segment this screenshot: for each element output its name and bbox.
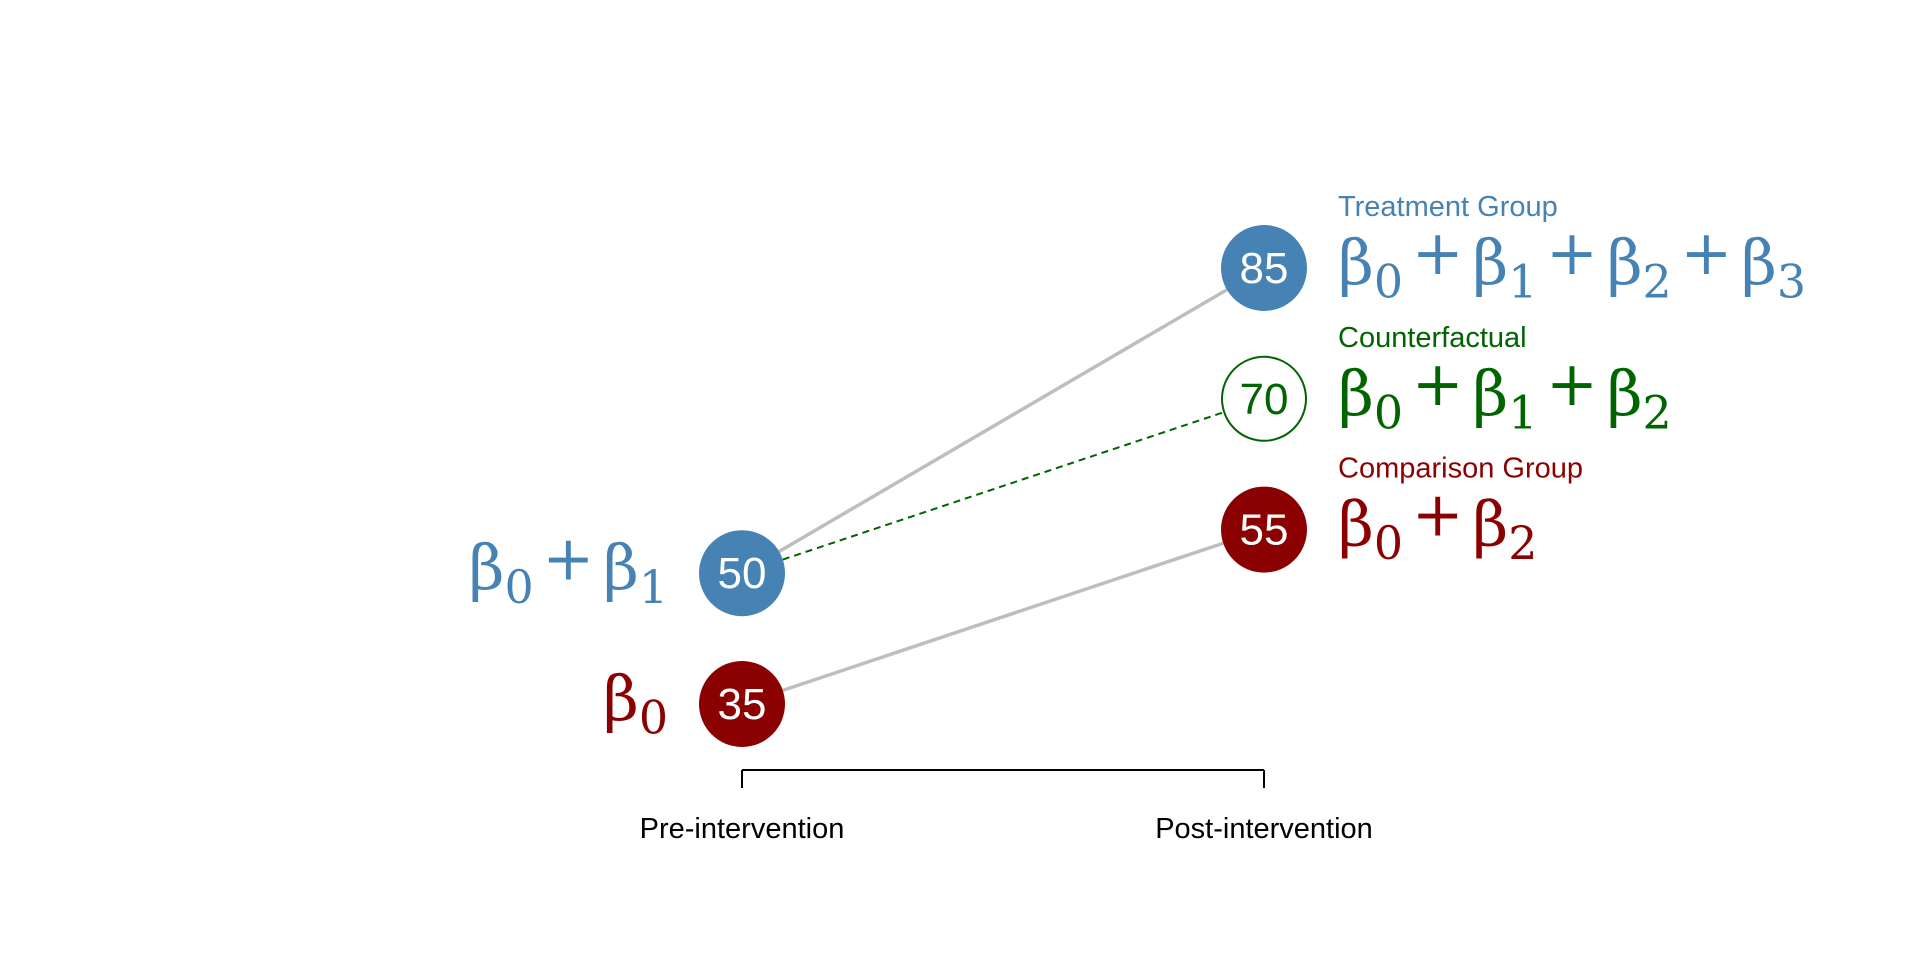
series-line-treatment-group: [778, 288, 1228, 554]
formula-post-comparison-group: β0​+β2​: [1338, 478, 1537, 571]
formula-plus: +: [1680, 216, 1732, 289]
formula-term: β: [1338, 488, 1374, 561]
formula-term: β: [1338, 357, 1374, 430]
formula-post-counterfactual: β0​+β1​+β2​: [1338, 347, 1672, 440]
formula-term: β: [1607, 226, 1643, 299]
formula-term: β: [603, 531, 639, 604]
formula-subscript: 0: [504, 560, 533, 614]
x-axis: Pre-intervention Post-intervention: [640, 769, 1373, 845]
formula-pre-treatment-group: β0​+β1​: [469, 521, 668, 614]
series-label-comparison-group: Comparison Group: [1338, 453, 1583, 485]
formula-subscript: 2: [1643, 255, 1672, 309]
formula-post-treatment-group: β0​+β1​+β2​+β3​: [1338, 216, 1806, 309]
point-value-comparison-group-post-intervention: 55: [1240, 506, 1289, 555]
series-label-counterfactual: Counterfactual: [1338, 322, 1527, 354]
formula-plus: +: [1546, 347, 1598, 420]
formula-subscript: 3: [1777, 255, 1806, 309]
series-line-counterfactual: [782, 411, 1224, 561]
formula-term: β: [469, 531, 505, 604]
x-tick-label-pre: Pre-intervention: [640, 813, 845, 845]
formula-term: β: [603, 662, 639, 735]
formula-plus: +: [1412, 216, 1464, 289]
formula-term: β: [1338, 226, 1374, 299]
point-value-counterfactual-post-intervention: 70: [1240, 375, 1289, 424]
formula-subscript: 2: [1508, 516, 1537, 570]
formula-term: β: [1741, 226, 1777, 299]
lines-layer: [778, 288, 1228, 693]
formula-subscript: 1: [1508, 385, 1537, 439]
points-layer: 50 85 70 35 55: [699, 225, 1307, 747]
formula-plus: +: [542, 521, 594, 594]
point-counterfactual-post-intervention: [1221, 355, 1307, 442]
formula-pre-comparison-group: β0​: [603, 662, 668, 745]
formula-subscript: 2: [1643, 385, 1672, 439]
formula-plus: +: [1412, 478, 1464, 551]
point-comparison-group-pre-intervention: [699, 661, 785, 747]
point-comparison-group-post-intervention: [1221, 486, 1307, 573]
point-treatment-group-post-intervention: [1221, 225, 1307, 311]
formula-term: β: [1472, 488, 1508, 561]
formula-subscript: 0: [1374, 516, 1403, 570]
formula-subscript: 1: [1508, 255, 1537, 309]
point-value-comparison-group-pre-intervention: 35: [718, 680, 767, 729]
formula-plus: +: [1412, 347, 1464, 420]
series-line-comparison-group: [782, 541, 1224, 693]
formula-subscript: 1: [639, 560, 668, 614]
formula-subscript: 0: [1374, 385, 1403, 439]
formula-term: β: [1472, 226, 1508, 299]
series-label-treatment-group: Treatment Group: [1338, 191, 1558, 223]
formula-subscript: 0: [1374, 255, 1403, 309]
x-tick-label-post: Post-intervention: [1155, 813, 1373, 845]
formula-subscript: 0: [639, 691, 668, 745]
formula-term: β: [1472, 357, 1508, 430]
point-value-treatment-group-pre-intervention: 50: [718, 549, 767, 598]
point-treatment-group-pre-intervention: [699, 530, 785, 617]
formula-plus: +: [1546, 216, 1598, 289]
formula-term: β: [1607, 357, 1643, 430]
point-value-treatment-group-post-intervention: 85: [1240, 244, 1289, 293]
